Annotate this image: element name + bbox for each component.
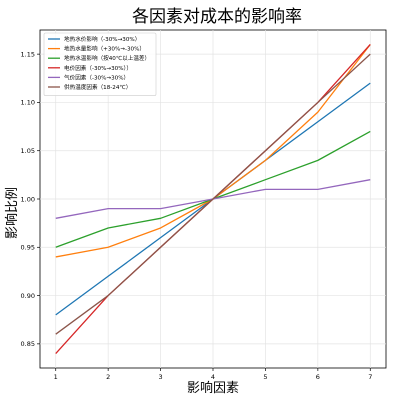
legend-entry-3: 地热水温影响（按40℃以上温差）: [64, 54, 150, 62]
x-tick-label: 7: [368, 373, 372, 381]
x-axis-label: 影响因素: [187, 380, 239, 396]
y-tick-label: 0.85: [21, 340, 35, 348]
y-tick-label: 1.05: [21, 147, 35, 155]
x-tick-label: 3: [159, 373, 163, 381]
x-tick-label: 4: [211, 373, 215, 381]
x-tick-label: 6: [316, 373, 320, 381]
y-tick-label: 0.90: [21, 292, 35, 300]
x-tick-label: 5: [263, 373, 267, 381]
y-tick-label: 0.95: [21, 244, 35, 252]
series-lines: [55, 44, 371, 354]
legend-entry-1: 地热水价影响（-30%→30%）: [64, 35, 140, 43]
legend-box: [43, 32, 157, 96]
grid-lines: [40, 30, 386, 368]
axis-ticks: 0.85 0.90 0.95 1.00 1.05 1.10 1.15 1 2 3 4 5 6 7: [21, 50, 373, 381]
y-tick-label: 1.00: [21, 195, 35, 203]
series-line-6: [55, 53, 371, 335]
legend-entry-2: 地热水量影响（+30%→-30%）: [64, 45, 145, 53]
chart-title: 各因素对成本的影响率: [132, 7, 302, 27]
legend-entry-6: 供热温度因素（18-24℃）: [64, 83, 131, 91]
y-axis-label: 影响比例: [4, 187, 20, 239]
x-tick-label: 2: [106, 373, 110, 381]
legend-entry-4: 电价因素（-30%→30%））: [64, 64, 132, 72]
y-tick-label: 1.10: [21, 99, 35, 107]
x-tick-label: 1: [54, 373, 58, 381]
legend: 地热水价影响（-30%→30%） 地热水量影响（+30%→-30%）地热水温影响（…: [43, 32, 157, 96]
y-tick-label: 1.15: [21, 50, 35, 58]
legend-entry-5: 气价因素（-30%→30%）: [64, 73, 129, 81]
